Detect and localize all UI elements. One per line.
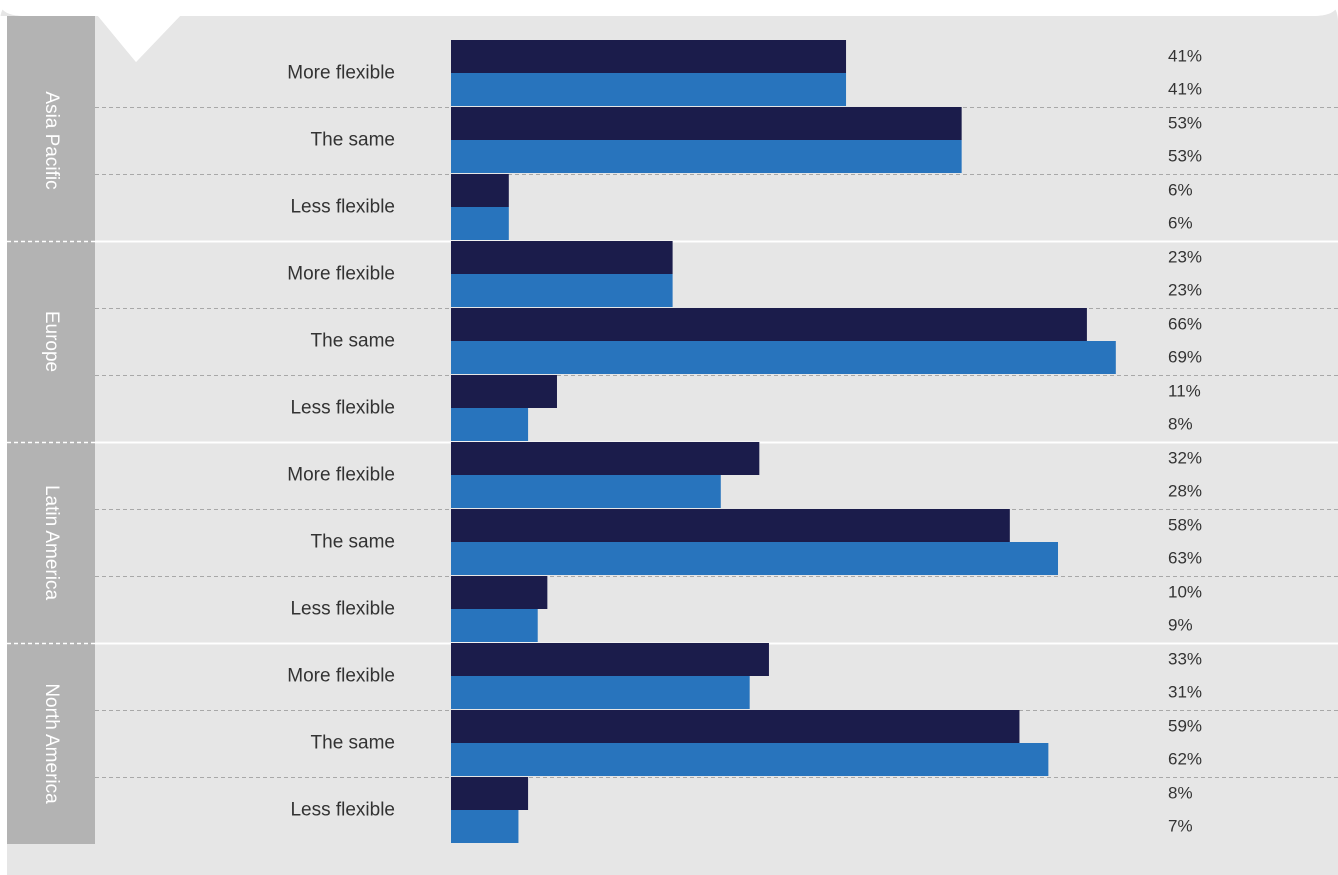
bar-series-b xyxy=(451,676,750,709)
region-band xyxy=(7,16,95,241)
region-band xyxy=(7,241,95,442)
value-label-series-b: 6% xyxy=(1168,213,1193,232)
category-label: Less flexible xyxy=(290,197,395,218)
bar-series-a xyxy=(451,509,1010,542)
category-label: Less flexible xyxy=(290,599,395,620)
value-label-series-a: 41% xyxy=(1168,46,1202,65)
value-label-series-b: 62% xyxy=(1168,749,1202,768)
value-label-series-b: 8% xyxy=(1168,414,1193,433)
value-label-series-a: 32% xyxy=(1168,448,1202,467)
value-label-series-b: 53% xyxy=(1168,146,1202,165)
category-label: More flexible xyxy=(287,63,395,84)
bar-series-b xyxy=(451,743,1049,776)
value-label-series-a: 10% xyxy=(1168,582,1202,601)
bar-series-a xyxy=(451,107,962,140)
value-label-series-b: 28% xyxy=(1168,481,1202,500)
region-band xyxy=(7,442,95,643)
bar-series-b xyxy=(451,542,1059,575)
bar-series-a xyxy=(451,442,760,475)
category-label: More flexible xyxy=(287,666,395,687)
value-label-series-b: 69% xyxy=(1168,347,1202,366)
bar-series-a xyxy=(451,241,673,274)
value-label-series-b: 23% xyxy=(1168,280,1202,299)
bar-series-b xyxy=(451,140,962,173)
region-label: Asia Pacific xyxy=(41,91,62,189)
bar-series-a xyxy=(451,375,557,408)
bar-series-a xyxy=(451,643,769,676)
value-label-series-b: 31% xyxy=(1168,682,1202,701)
value-label-series-a: 11% xyxy=(1168,381,1201,400)
region-label: North America xyxy=(41,683,62,804)
left-margin xyxy=(0,16,7,875)
category-label: Less flexible xyxy=(290,398,395,419)
bar-series-a xyxy=(451,174,509,207)
region-band xyxy=(7,643,95,844)
category-label: More flexible xyxy=(287,264,395,285)
bar-series-b xyxy=(451,274,673,307)
value-label-series-a: 66% xyxy=(1168,314,1202,333)
bar-series-b xyxy=(451,73,847,106)
bar-series-b xyxy=(451,475,721,508)
bar-series-b xyxy=(451,341,1116,374)
category-label: The same xyxy=(311,532,395,553)
value-label-series-a: 23% xyxy=(1168,247,1202,266)
category-label: Less flexible xyxy=(290,800,395,821)
category-label: The same xyxy=(311,733,395,754)
value-label-series-a: 58% xyxy=(1168,515,1202,534)
bar-series-b xyxy=(451,609,538,642)
bar-series-a xyxy=(451,576,548,609)
bar-series-b xyxy=(451,207,509,240)
category-label: The same xyxy=(311,130,395,151)
value-label-series-a: 33% xyxy=(1168,649,1202,668)
bar-series-b xyxy=(451,810,519,843)
value-label-series-a: 59% xyxy=(1168,716,1202,735)
value-label-series-b: 63% xyxy=(1168,548,1202,567)
bar-series-a xyxy=(451,40,847,73)
value-label-series-b: 7% xyxy=(1168,816,1193,835)
region-label: Europe xyxy=(41,311,62,372)
callout-notch-overlay xyxy=(0,0,1338,62)
category-label: The same xyxy=(311,331,395,352)
value-label-series-a: 8% xyxy=(1168,783,1193,802)
category-label: More flexible xyxy=(287,465,395,486)
value-label-series-a: 6% xyxy=(1168,180,1193,199)
bar-series-b xyxy=(451,408,529,441)
value-label-series-b: 9% xyxy=(1168,615,1193,634)
value-label-series-a: 53% xyxy=(1168,113,1202,132)
bar-series-a xyxy=(451,777,529,810)
region-label: Latin America xyxy=(41,485,62,601)
value-label-series-b: 41% xyxy=(1168,79,1202,98)
bar-series-a xyxy=(451,710,1020,743)
bar-series-a xyxy=(451,308,1087,341)
